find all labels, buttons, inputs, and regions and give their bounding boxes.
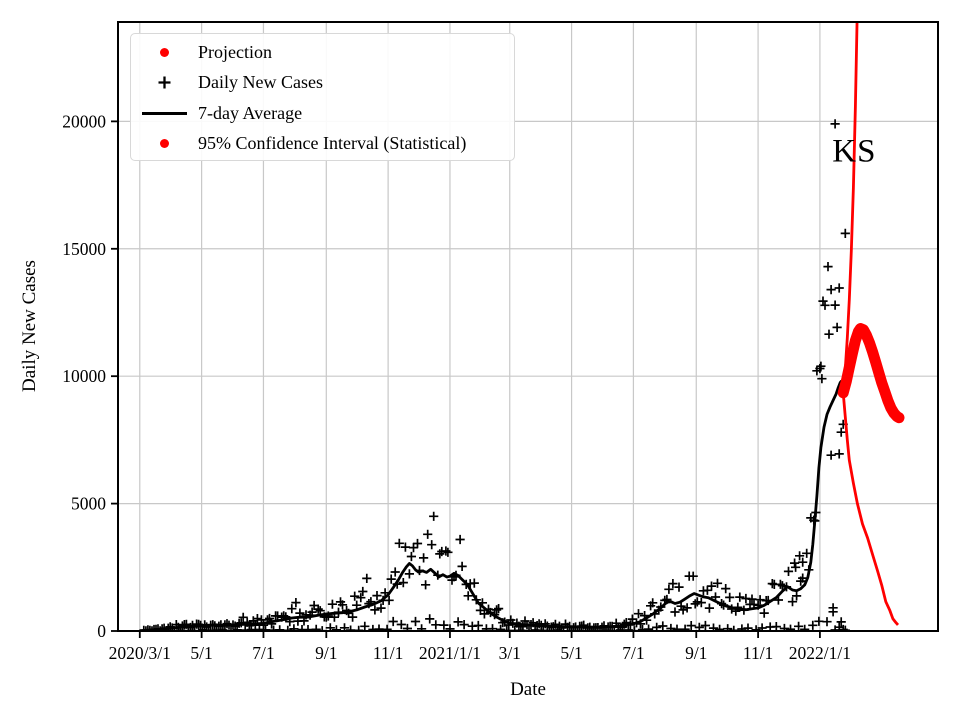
legend-label: 7-day Average xyxy=(198,102,303,123)
ci-dot-icon xyxy=(160,139,169,149)
y-axis-title: Daily New Cases xyxy=(19,260,40,392)
legend-item-confidence-interval: 95% Confidence Interval (Statistical) xyxy=(131,129,514,160)
y-tick-label: 10000 xyxy=(62,366,106,386)
projection-dot-icon xyxy=(160,47,169,57)
legend-item-daily-new-cases: Daily New Cases xyxy=(131,68,514,99)
legend-item-7day-average: 7-day Average xyxy=(131,98,514,129)
daily-new-cases-markers xyxy=(139,119,850,631)
x-tick-label: 7/1 xyxy=(622,643,644,663)
plus-marker-icon xyxy=(158,76,171,89)
y-tick-label: 20000 xyxy=(62,111,106,131)
line-marker-icon xyxy=(142,111,187,115)
y-tick-label: 15000 xyxy=(62,239,106,259)
x-tick-label: 7/1 xyxy=(252,643,274,663)
average-line xyxy=(139,379,848,631)
y-tick-label: 0 xyxy=(97,621,106,641)
projection-band xyxy=(837,323,905,424)
plot-area xyxy=(139,22,905,631)
plot-border xyxy=(117,21,939,632)
legend-label: Projection xyxy=(198,41,272,62)
legend-label: 95% Confidence Interval (Statistical) xyxy=(198,133,467,154)
axes: 2020/3/1 5/1 7/1 9/1 11/1 2021/1/1 3/1 5/1 7/1 9/… xyxy=(62,21,939,663)
state-annotation: KS xyxy=(832,133,877,170)
x-tick-label: 9/1 xyxy=(685,643,707,663)
y-tick-label: 5000 xyxy=(71,494,106,514)
legend-item-projection: Projection xyxy=(131,37,514,68)
x-tick-label: 2020/3/1 xyxy=(109,643,171,663)
x-tick-label: 11/1 xyxy=(373,643,403,663)
x-tick-label: 5/1 xyxy=(560,643,582,663)
legend-label: Daily New Cases xyxy=(198,72,323,93)
x-tick-label: 2021/1/1 xyxy=(419,643,481,663)
x-tick-label: 2022/1/1 xyxy=(789,643,851,663)
x-tick-label: 11/1 xyxy=(743,643,773,663)
legend: Projection Daily New Cases 7-day Average… xyxy=(130,33,515,161)
x-axis-title: Date xyxy=(510,679,546,700)
ci-lower-line xyxy=(841,392,900,626)
x-tick-label: 3/1 xyxy=(499,643,521,663)
x-tick-label: 9/1 xyxy=(315,643,337,663)
x-tick-label: 5/1 xyxy=(190,643,212,663)
